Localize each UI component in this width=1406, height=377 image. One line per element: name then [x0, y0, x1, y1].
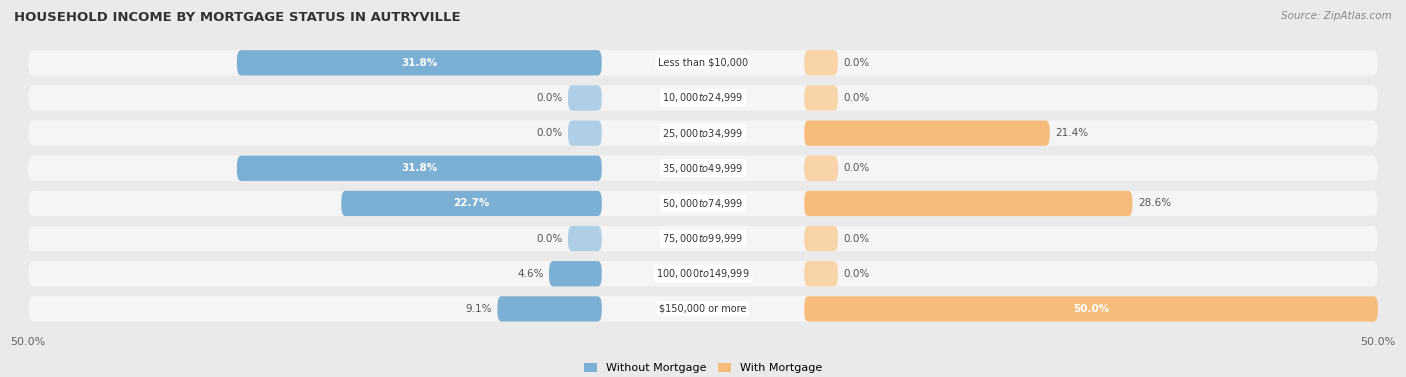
FancyBboxPatch shape — [28, 296, 1378, 322]
Text: 0.0%: 0.0% — [536, 93, 562, 103]
FancyBboxPatch shape — [804, 191, 1132, 216]
FancyBboxPatch shape — [804, 156, 838, 181]
Text: 0.0%: 0.0% — [844, 269, 870, 279]
FancyBboxPatch shape — [28, 156, 1378, 181]
FancyBboxPatch shape — [804, 121, 1050, 146]
Text: 0.0%: 0.0% — [536, 128, 562, 138]
FancyBboxPatch shape — [28, 191, 1378, 216]
Text: 0.0%: 0.0% — [844, 58, 870, 68]
FancyBboxPatch shape — [28, 85, 1378, 110]
Text: 31.8%: 31.8% — [401, 58, 437, 68]
FancyBboxPatch shape — [804, 226, 838, 251]
Text: 0.0%: 0.0% — [844, 93, 870, 103]
Text: 4.6%: 4.6% — [517, 269, 544, 279]
Text: $75,000 to $99,999: $75,000 to $99,999 — [662, 232, 744, 245]
Text: Source: ZipAtlas.com: Source: ZipAtlas.com — [1281, 11, 1392, 21]
Text: 31.8%: 31.8% — [401, 163, 437, 173]
FancyBboxPatch shape — [804, 261, 838, 287]
FancyBboxPatch shape — [28, 261, 1378, 287]
Text: $35,000 to $49,999: $35,000 to $49,999 — [662, 162, 744, 175]
FancyBboxPatch shape — [548, 261, 602, 287]
Text: 22.7%: 22.7% — [453, 198, 489, 208]
Text: 0.0%: 0.0% — [844, 163, 870, 173]
Text: $150,000 or more: $150,000 or more — [659, 304, 747, 314]
Text: $10,000 to $24,999: $10,000 to $24,999 — [662, 92, 744, 104]
Text: 50.0%: 50.0% — [1073, 304, 1109, 314]
Text: 0.0%: 0.0% — [844, 234, 870, 244]
FancyBboxPatch shape — [568, 85, 602, 110]
Legend: Without Mortgage, With Mortgage: Without Mortgage, With Mortgage — [579, 359, 827, 377]
Text: $50,000 to $74,999: $50,000 to $74,999 — [662, 197, 744, 210]
FancyBboxPatch shape — [568, 226, 602, 251]
Text: 0.0%: 0.0% — [536, 234, 562, 244]
FancyBboxPatch shape — [568, 121, 602, 146]
Text: HOUSEHOLD INCOME BY MORTGAGE STATUS IN AUTRYVILLE: HOUSEHOLD INCOME BY MORTGAGE STATUS IN A… — [14, 11, 461, 24]
FancyBboxPatch shape — [28, 50, 1378, 75]
FancyBboxPatch shape — [238, 50, 602, 75]
Text: Less than $10,000: Less than $10,000 — [658, 58, 748, 68]
FancyBboxPatch shape — [28, 226, 1378, 251]
FancyBboxPatch shape — [238, 156, 602, 181]
Text: $25,000 to $34,999: $25,000 to $34,999 — [662, 127, 744, 139]
FancyBboxPatch shape — [804, 50, 838, 75]
Text: 9.1%: 9.1% — [465, 304, 492, 314]
Text: 28.6%: 28.6% — [1137, 198, 1171, 208]
Text: $100,000 to $149,999: $100,000 to $149,999 — [657, 267, 749, 280]
FancyBboxPatch shape — [28, 121, 1378, 146]
Text: 21.4%: 21.4% — [1054, 128, 1088, 138]
FancyBboxPatch shape — [342, 191, 602, 216]
FancyBboxPatch shape — [804, 296, 1378, 322]
FancyBboxPatch shape — [804, 85, 838, 110]
FancyBboxPatch shape — [498, 296, 602, 322]
